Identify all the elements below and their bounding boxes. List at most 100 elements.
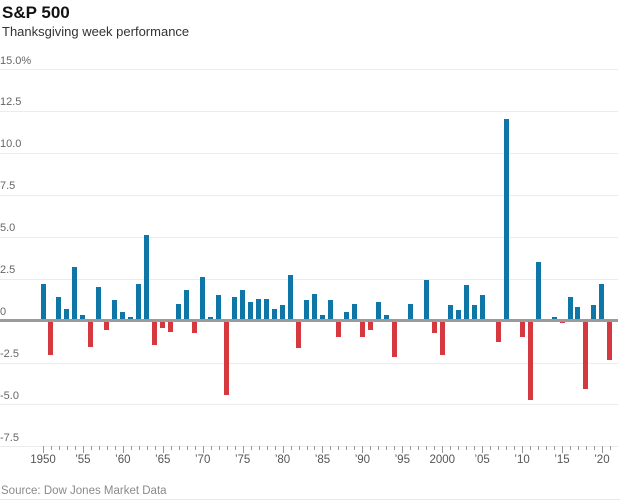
bar-1968 xyxy=(184,290,190,321)
bar-1988 xyxy=(343,312,349,321)
chart-title: S&P 500 xyxy=(2,3,70,22)
gridline xyxy=(0,69,618,70)
bar-1985 xyxy=(319,315,325,321)
bar-2012 xyxy=(535,261,541,321)
bar-1961 xyxy=(128,317,134,321)
bar-1975 xyxy=(240,290,246,321)
y-axis-label: 15.0% xyxy=(0,54,32,67)
x-tick-1973 xyxy=(226,446,228,451)
bar-1954 xyxy=(72,266,78,321)
bar-1960 xyxy=(120,312,126,321)
gridline xyxy=(0,194,618,196)
x-tick-2014 xyxy=(554,446,556,451)
y-axis-label: -2.5 xyxy=(0,348,19,360)
x-tick-2006 xyxy=(490,446,492,451)
bar-1976 xyxy=(248,302,254,321)
x-tick-2018 xyxy=(585,446,587,451)
bar-2010 xyxy=(519,321,525,337)
bar-1970 xyxy=(200,276,206,321)
bar-2002 xyxy=(455,310,461,321)
x-tick-1967 xyxy=(178,446,180,451)
x-tick-1964 xyxy=(154,446,156,451)
x-tick-1963 xyxy=(146,446,148,451)
x-tick-2019 xyxy=(593,446,595,451)
bar-1998 xyxy=(423,280,429,321)
x-tick-1950 xyxy=(43,446,44,454)
x-tick-2009 xyxy=(514,446,516,451)
x-axis-label-1985: ’85 xyxy=(314,454,331,466)
x-tick-1984 xyxy=(314,446,316,451)
x-tick-2012 xyxy=(538,446,540,451)
x-axis-label-1965: ’65 xyxy=(155,454,171,466)
x-tick-1994 xyxy=(394,446,396,451)
x-tick-1971 xyxy=(210,446,212,451)
bar-1990 xyxy=(359,321,365,337)
bar-1993 xyxy=(383,315,389,321)
bar-1951 xyxy=(48,321,54,356)
x-axis-label-2010: ’10 xyxy=(514,454,530,466)
bar-1950 xyxy=(40,283,46,321)
x-tick-1982 xyxy=(298,446,300,451)
y-axis-label: 5.0 xyxy=(0,222,16,235)
bar-1966 xyxy=(168,321,174,332)
x-tick-1956 xyxy=(90,446,92,451)
bar-1959 xyxy=(112,300,118,321)
x-tick-1952 xyxy=(58,446,60,451)
bar-1953 xyxy=(64,308,70,321)
bar-2017 xyxy=(575,307,581,321)
bar-1974 xyxy=(232,297,238,321)
bar-1978 xyxy=(264,298,270,321)
x-tick-1975 xyxy=(242,446,244,454)
x-tick-1990 xyxy=(362,446,364,454)
x-tick-1954 xyxy=(74,446,76,451)
bar-1962 xyxy=(136,283,142,321)
bar-1979 xyxy=(272,308,278,321)
x-tick-1974 xyxy=(234,446,236,451)
x-tick-1977 xyxy=(258,446,260,451)
bar-2007 xyxy=(495,321,501,342)
x-tick-1989 xyxy=(354,446,356,451)
gridline xyxy=(0,236,618,238)
x-tick-1985 xyxy=(322,446,324,454)
bar-1992 xyxy=(375,302,381,321)
bar-1969 xyxy=(192,321,198,334)
x-tick-2016 xyxy=(570,446,571,451)
x-tick-1953 xyxy=(66,446,68,451)
x-tick-1969 xyxy=(194,446,196,451)
y-axis-label: 0 xyxy=(0,306,7,319)
gridline xyxy=(0,110,618,112)
x-tick-1951 xyxy=(50,446,52,451)
x-axis-label-2005: ’05 xyxy=(474,454,490,466)
x-tick-1986 xyxy=(330,446,332,451)
bar-1982 xyxy=(296,321,302,349)
x-tick-2013 xyxy=(546,446,548,451)
bar-1965 xyxy=(160,321,166,329)
x-tick-1966 xyxy=(170,446,172,451)
x-tick-1976 xyxy=(250,446,252,451)
x-tick-1991 xyxy=(370,446,372,451)
bar-1996 xyxy=(407,303,413,321)
x-tick-2010 xyxy=(522,446,524,454)
x-tick-1959 xyxy=(114,446,116,451)
bar-2019 xyxy=(591,305,597,321)
x-tick-1962 xyxy=(138,446,140,451)
y-axis-label: 12.5 xyxy=(0,96,22,109)
bar-2021 xyxy=(607,321,613,361)
bar-1971 xyxy=(208,317,214,321)
x-axis-label-1960: ’60 xyxy=(115,454,131,466)
gridline xyxy=(0,152,618,154)
x-tick-2015 xyxy=(562,446,564,454)
bar-1986 xyxy=(327,300,333,321)
gridline xyxy=(0,278,618,280)
x-tick-2017 xyxy=(577,446,579,451)
x-tick-1987 xyxy=(338,446,340,451)
x-tick-2021 xyxy=(609,446,611,451)
y-axis-label: -5.0 xyxy=(0,389,19,402)
bar-1973 xyxy=(224,321,230,396)
y-axis-label: -7.5 xyxy=(0,431,19,444)
x-tick-1992 xyxy=(378,446,380,451)
x-tick-1958 xyxy=(106,446,108,451)
x-tick-1988 xyxy=(346,446,348,451)
bar-2014 xyxy=(551,317,557,321)
bar-1958 xyxy=(104,321,110,330)
